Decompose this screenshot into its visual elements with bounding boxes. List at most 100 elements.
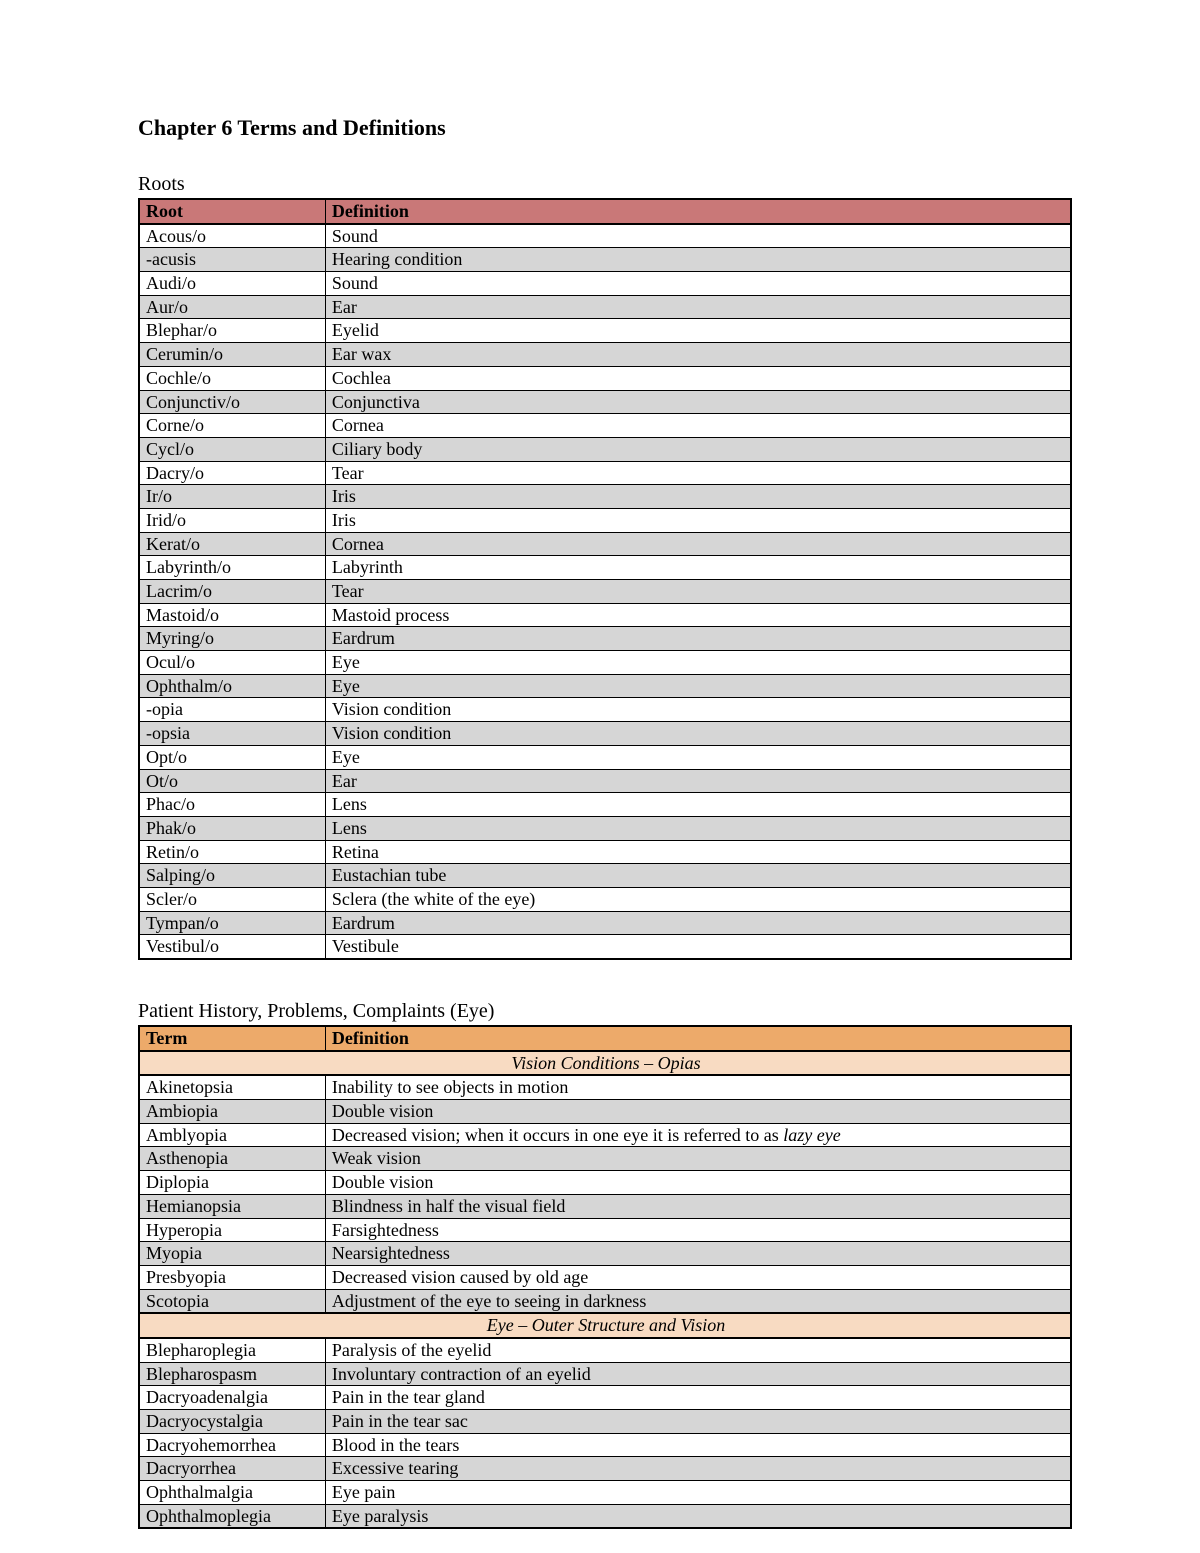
term-cell: Dacryocystalgia [139,1410,325,1434]
term-cell: Audi/o [139,272,325,296]
table-row: DacryorrheaExcessive tearing [139,1457,1071,1481]
definition-cell: Tear [325,461,1071,485]
table-row: Retin/oRetina [139,840,1071,864]
table-row: HyperopiaFarsightedness [139,1218,1071,1242]
term-cell: Presbyopia [139,1265,325,1289]
definition-cell: Eye pain [325,1481,1071,1505]
term-cell: Dacryohemorrhea [139,1433,325,1457]
table-row: Acous/oSound [139,224,1071,248]
definition-cell: Excessive tearing [325,1457,1071,1481]
table-row: Ocul/oEye [139,651,1071,675]
table-row: Scler/oSclera (the white of the eye) [139,887,1071,911]
term-cell: Dacry/o [139,461,325,485]
table-row: BlepharoplegiaParalysis of the eyelid [139,1338,1071,1362]
table-row: MyopiaNearsightedness [139,1242,1071,1266]
table-row: -opsiaVision condition [139,722,1071,746]
term-cell: Myring/o [139,627,325,651]
definition-cell: Farsightedness [325,1218,1071,1242]
term-cell: Cycl/o [139,437,325,461]
definition-cell: Eardrum [325,911,1071,935]
roots-header-root: Root [139,199,325,224]
definition-cell: Mastoid process [325,603,1071,627]
table-row: Kerat/oCornea [139,532,1071,556]
section-gap [138,960,1072,1000]
roots-header-row: Root Definition [139,199,1071,224]
definition-cell: Paralysis of the eyelid [325,1338,1071,1362]
term-cell: Tympan/o [139,911,325,935]
term-cell: -opsia [139,722,325,746]
table-row: HemianopsiaBlindness in half the visual … [139,1194,1071,1218]
table-row: Conjunctiv/oConjunctiva [139,390,1071,414]
term-cell: Vestibul/o [139,935,325,959]
term-cell: Labyrinth/o [139,556,325,580]
table-row: OphthalmalgiaEye pain [139,1481,1071,1505]
table-row: Salping/oEustachian tube [139,864,1071,888]
patient-table: Term Definition Vision Conditions – Opia… [138,1025,1072,1529]
term-cell: Phac/o [139,793,325,817]
term-cell: Cochle/o [139,366,325,390]
patient-section-title: Patient History, Problems, Complaints (E… [138,1000,1072,1023]
definition-cell: Sclera (the white of the eye) [325,887,1071,911]
definition-cell: Eardrum [325,627,1071,651]
table-row: Opt/oEye [139,745,1071,769]
definition-cell: Double vision [325,1100,1071,1124]
definition-cell: Iris [325,485,1071,509]
term-cell: Dacryoadenalgia [139,1386,325,1410]
definition-cell: Lens [325,816,1071,840]
term-cell: Salping/o [139,864,325,888]
definition-cell: Ciliary body [325,437,1071,461]
table-row: Aur/oEar [139,295,1071,319]
table-row: Ir/oIris [139,485,1071,509]
definition-cell: Decreased vision caused by old age [325,1265,1071,1289]
table-row: Cochle/oCochlea [139,366,1071,390]
term-cell: Lacrim/o [139,580,325,604]
term-cell: Scotopia [139,1289,325,1313]
table-row: DacryoadenalgiaPain in the tear gland [139,1386,1071,1410]
definition-cell: Blindness in half the visual field [325,1194,1071,1218]
table-row: Phak/oLens [139,816,1071,840]
definition-cell: Tear [325,580,1071,604]
term-cell: Myopia [139,1242,325,1266]
table-row: Tympan/oEardrum [139,911,1071,935]
definition-cell: Cochlea [325,366,1071,390]
definition-cell: Conjunctiva [325,390,1071,414]
definition-cell: Eye [325,651,1071,675]
table-row: BlepharospasmInvoluntary contraction of … [139,1362,1071,1386]
definition-cell: Blood in the tears [325,1433,1071,1457]
definition-cell: Eyelid [325,319,1071,343]
roots-header-definition: Definition [325,199,1071,224]
term-cell: Hyperopia [139,1218,325,1242]
definition-cell: Vision condition [325,698,1071,722]
definition-cell: Double vision [325,1171,1071,1195]
definition-cell: Inability to see objects in motion [325,1075,1071,1099]
table-row: DacryohemorrheaBlood in the tears [139,1433,1071,1457]
definition-cell: Eye [325,745,1071,769]
subheading-row: Vision Conditions – Opias [139,1051,1071,1076]
table-row: Audi/oSound [139,272,1071,296]
term-cell: Diplopia [139,1171,325,1195]
definition-cell: Adjustment of the eye to seeing in darkn… [325,1289,1071,1313]
term-cell: Kerat/o [139,532,325,556]
page-title: Chapter 6 Terms and Definitions [138,115,1072,141]
term-cell: Retin/o [139,840,325,864]
term-cell: Ambiopia [139,1100,325,1124]
table-row: Vestibul/oVestibule [139,935,1071,959]
definition-cell: Weak vision [325,1147,1071,1171]
patient-header-definition: Definition [325,1026,1071,1051]
definition-cell: Nearsightedness [325,1242,1071,1266]
table-row: Corne/oCornea [139,414,1071,438]
table-row: Cycl/oCiliary body [139,437,1071,461]
term-cell: Hemianopsia [139,1194,325,1218]
table-row: Phac/oLens [139,793,1071,817]
patient-header-row: Term Definition [139,1026,1071,1051]
table-row: Cerumin/oEar wax [139,343,1071,367]
table-row: AmblyopiaDecreased vision; when it occur… [139,1123,1071,1147]
definition-cell: Vision condition [325,722,1071,746]
table-row: Labyrinth/oLabyrinth [139,556,1071,580]
document-page: Chapter 6 Terms and Definitions Roots Ro… [0,0,1200,1553]
term-cell: Phak/o [139,816,325,840]
term-cell: Dacryorrhea [139,1457,325,1481]
definition-cell: Labyrinth [325,556,1071,580]
term-cell: Akinetopsia [139,1075,325,1099]
table-row: Blephar/oEyelid [139,319,1071,343]
